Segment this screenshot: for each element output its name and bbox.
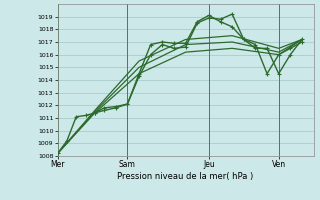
X-axis label: Pression niveau de la mer( hPa ): Pression niveau de la mer( hPa ) [117,172,254,181]
